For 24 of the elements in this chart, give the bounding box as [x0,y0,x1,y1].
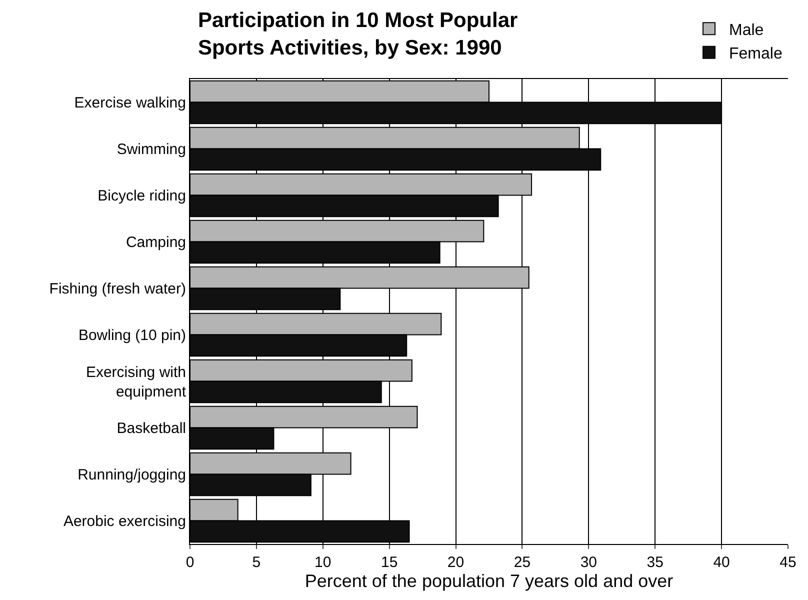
y-tick-label: Aerobic exercising [63,513,186,530]
chart-title: Participation in 10 Most Popular Sports Activities, by Sex: 1990 [198,9,518,60]
x-tick-label: 20 [447,554,464,571]
y-tick-label: Running/jogging [78,466,186,484]
y-tick-label: Exercising with equipment [86,364,187,400]
x-tick-label: 5 [252,554,261,571]
x-tick-label: 30 [580,554,598,571]
y-tick-label: Fishing (fresh water) [49,280,186,298]
x-tick-label: 10 [314,554,332,571]
x-tick-label: 15 [380,554,398,571]
y-tick-label: Bowling (10 pin) [78,327,186,344]
legend-label: Male [729,22,764,39]
y-tick-label: Basketball [116,420,186,437]
x-tick-label: 35 [646,554,664,571]
x-axis-title: Percent of the population 7 years old and over [304,571,674,592]
x-tick-label: 45 [780,554,796,571]
y-tick-label: Bicycle riding [98,188,186,204]
y-tick-label: Exercise walking [74,94,186,112]
x-tick-label: 0 [186,554,194,571]
y-tick-label: Camping [126,234,186,251]
x-tick-label: 40 [713,554,730,571]
y-tick-label: Swimming [116,141,186,158]
x-tick-label: 25 [514,554,531,571]
legend-label: Female [729,46,782,63]
